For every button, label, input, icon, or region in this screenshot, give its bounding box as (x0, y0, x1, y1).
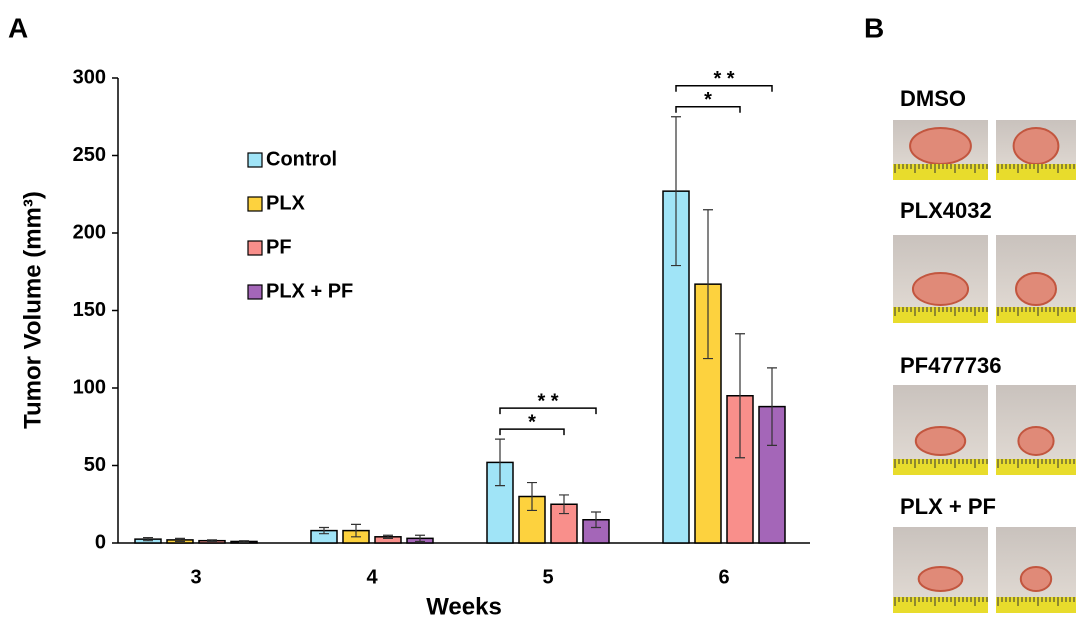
legend-label: Control (266, 148, 337, 170)
error-bar (351, 523, 361, 538)
significance-bracket (499, 428, 565, 436)
y-axis-title: Tumor Volume (mm³) (19, 191, 46, 429)
error-bar (239, 540, 249, 543)
tumor (1017, 426, 1055, 456)
ruler-ticks (997, 164, 1075, 173)
ruler-ticks (894, 307, 988, 316)
photo-label: PLX4032 (900, 198, 992, 223)
tumor (914, 426, 967, 456)
y-tick-label: 150 (73, 299, 106, 321)
legend-swatch (247, 284, 263, 300)
significance-bracket (675, 106, 741, 113)
significance-label: * (528, 411, 536, 433)
error-bar (143, 536, 153, 542)
photo-label: PF477736 (900, 353, 1002, 378)
y-tick-label: 0 (95, 531, 106, 553)
ruler (893, 164, 988, 180)
error-bar (175, 537, 185, 543)
tumor (1019, 566, 1053, 592)
ruler-ticks (997, 459, 1075, 468)
significance-label: * * (713, 68, 734, 90)
ruler (996, 307, 1076, 323)
x-tick-label: 6 (718, 566, 729, 588)
ruler (996, 164, 1076, 180)
error-bar (207, 539, 217, 543)
significance-bracket (499, 407, 597, 415)
photo-label: DMSO (900, 86, 966, 111)
error-bar (383, 534, 393, 539)
error-bar (527, 481, 537, 512)
legend-swatch (247, 196, 263, 212)
y-tick-label: 250 (73, 144, 106, 166)
error-bar (767, 367, 777, 446)
x-tick-label: 3 (190, 566, 201, 588)
tumor (909, 127, 972, 165)
ruler (996, 459, 1076, 475)
ruler (893, 597, 988, 613)
ruler-ticks (894, 164, 988, 173)
x-tick-label: 5 (542, 566, 553, 588)
tumor (1012, 127, 1060, 165)
ruler (893, 307, 988, 323)
significance-bracket (675, 85, 773, 92)
bar (694, 283, 722, 544)
panel-label: B (864, 12, 884, 43)
x-tick-label: 4 (366, 566, 378, 588)
ruler-ticks (894, 597, 988, 606)
error-bar (559, 494, 569, 515)
legend-swatch (247, 152, 263, 168)
significance-label: * (704, 89, 712, 111)
tumor (911, 272, 970, 306)
tumor (1015, 272, 1057, 306)
y-tick-label: 200 (73, 221, 106, 243)
error-bar (735, 333, 745, 459)
y-tick-label: 50 (84, 454, 106, 476)
significance-label: * * (537, 390, 558, 412)
error-bar (415, 534, 425, 543)
panel-label: A (8, 12, 28, 43)
ruler-ticks (894, 459, 988, 468)
error-bar (703, 209, 713, 360)
ruler-ticks (997, 597, 1075, 606)
ruler-ticks (997, 307, 1075, 316)
legend-label: PF (266, 236, 292, 258)
error-bar (319, 526, 329, 535)
ruler (996, 597, 1076, 613)
bar (486, 461, 514, 544)
legend-label: PLX + PF (266, 280, 353, 302)
error-bar (591, 511, 601, 529)
legend-label: PLX (266, 192, 306, 214)
legend-swatch (247, 240, 263, 256)
tumor (917, 566, 964, 592)
x-axis-title: Weeks (426, 593, 502, 620)
y-tick-label: 300 (73, 66, 106, 88)
y-tick-label: 100 (73, 376, 106, 398)
error-bar (671, 116, 681, 267)
error-bar (495, 438, 505, 487)
photo-label: PLX + PF (900, 494, 996, 519)
ruler (893, 459, 988, 475)
